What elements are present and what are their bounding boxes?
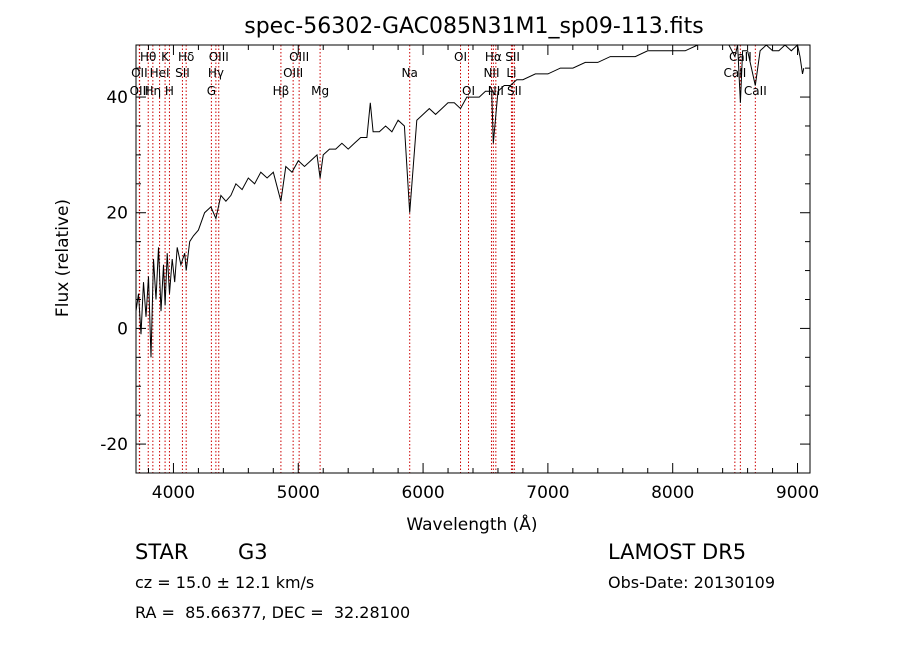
redshift-velocity: cz = 15.0 ± 12.1 km/s — [135, 573, 315, 592]
line-label: Hγ — [208, 66, 224, 80]
line-label: OII — [131, 66, 148, 80]
y-axis-label: Flux (relative) — [53, 199, 73, 317]
line-label: Na — [402, 66, 418, 80]
x-tick-label: 4000 — [152, 483, 195, 503]
x-tick-label: 6000 — [401, 483, 444, 503]
chart-title: spec-56302-GAC085N31M1_sp09-113.fits — [244, 14, 704, 39]
line-label: OI — [454, 50, 467, 64]
line-label: NII — [488, 84, 504, 98]
line-label: Hη — [145, 84, 162, 98]
line-label: H — [165, 84, 174, 98]
line-label: SII — [505, 50, 520, 64]
y-tick-label: 40 — [106, 88, 128, 108]
line-label: Hβ — [273, 84, 290, 98]
y-tick-label: 20 — [106, 204, 128, 224]
coordinates: RA = 85.66377, DEC = 32.28100 — [135, 603, 411, 622]
emission-line-markers — [138, 45, 756, 473]
line-label: OIII — [283, 66, 303, 80]
axis-ticks: 4000 5000 6000 7000 8000 9000 -20 0 20 40 — [100, 45, 819, 503]
y-tick-label: 0 — [117, 319, 128, 339]
x-axis-label: Wavelength (Å) — [406, 513, 537, 535]
line-label: SII — [175, 66, 190, 80]
line-label: G — [207, 84, 216, 98]
line-label: Li — [506, 66, 516, 80]
x-tick-label: 9000 — [776, 483, 819, 503]
plot-frame — [135, 44, 811, 474]
survey-name: LAMOST DR5 — [608, 540, 747, 564]
y-tick-label: -20 — [100, 435, 128, 455]
x-tick-label: 5000 — [277, 483, 320, 503]
line-label: CaII — [729, 50, 752, 64]
x-tick-label: 7000 — [526, 483, 569, 503]
line-label: K — [161, 50, 170, 64]
observation-date: Obs-Date: 20130109 — [608, 573, 776, 592]
line-label: CaII — [744, 84, 767, 98]
line-label: HeI — [150, 66, 170, 80]
line-label: Hθ — [140, 50, 156, 64]
object-class: STAR — [135, 540, 189, 564]
line-label: NII — [483, 66, 499, 80]
line-label: OIII — [289, 50, 309, 64]
line-label: Mg — [311, 84, 329, 98]
line-label: OIII — [130, 84, 150, 98]
line-label: SII — [507, 84, 522, 98]
x-tick-label: 8000 — [651, 483, 694, 503]
line-label: Hα — [485, 50, 502, 64]
line-label: CaII — [723, 66, 746, 80]
object-subclass: G3 — [238, 540, 268, 564]
line-label: Hδ — [178, 50, 194, 64]
line-label: OIII — [209, 50, 229, 64]
line-label: OI — [462, 84, 475, 98]
